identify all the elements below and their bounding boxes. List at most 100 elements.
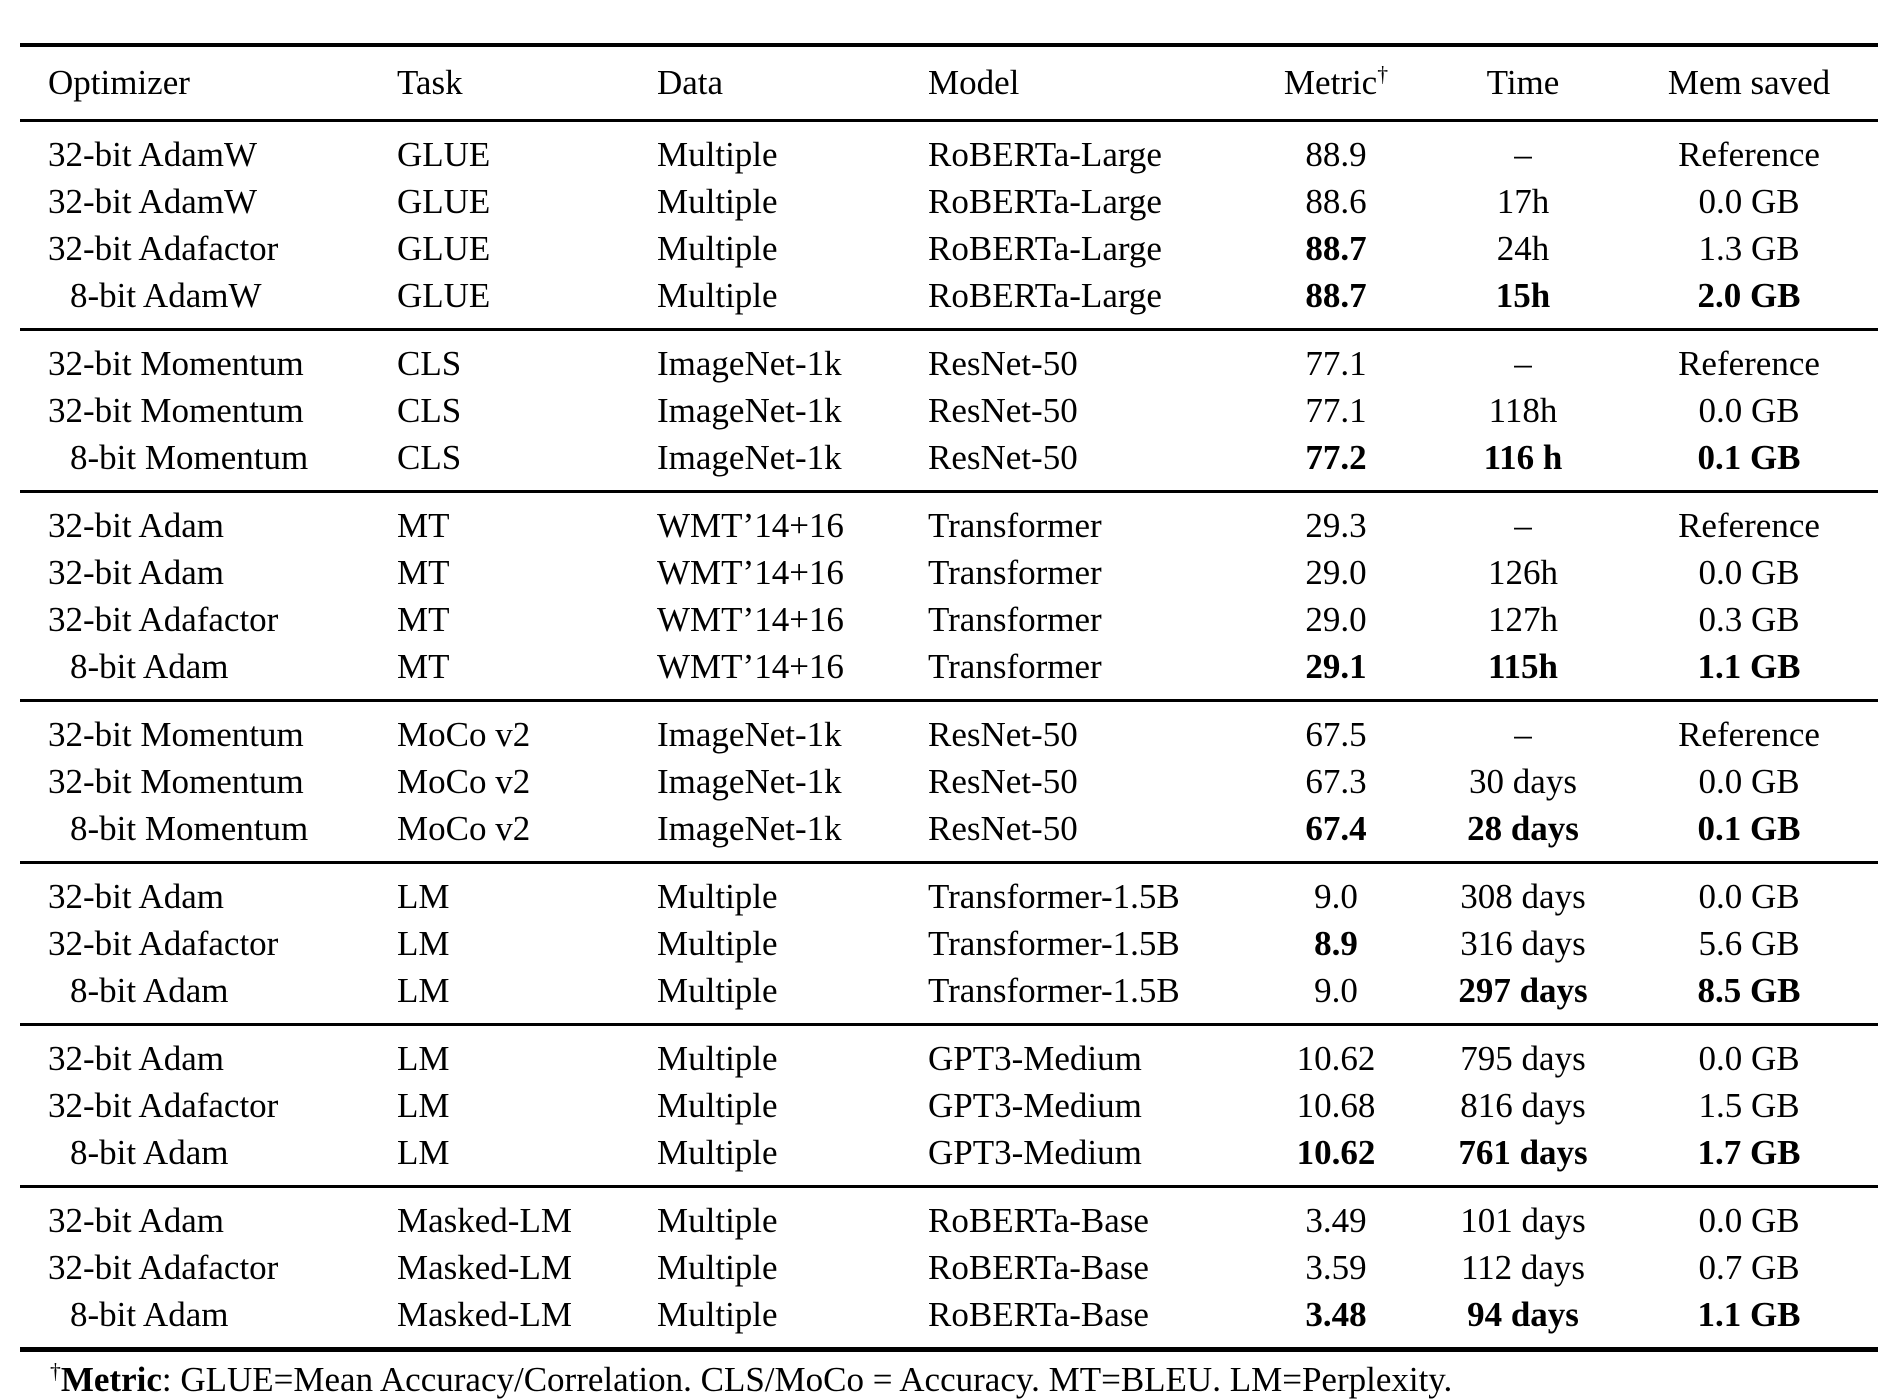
table-row: 8-bit Adam LM Multiple GPT3-Medium 10.62 761 … bbox=[20, 1129, 1878, 1187]
table-cell: Multiple bbox=[657, 1295, 778, 1334]
table-cell: Transformer-1.5B bbox=[928, 971, 1180, 1010]
table-row: 32-bit Adafactor Masked-LM Multiple RoBERTa… bbox=[20, 1244, 1878, 1291]
table-cell: GLUE bbox=[397, 276, 491, 315]
table-cell: ResNet-50 bbox=[928, 438, 1078, 477]
table-cell: RoBERTa-Large bbox=[928, 229, 1162, 268]
table-cell: Transformer bbox=[928, 600, 1102, 639]
table-cell: Multiple bbox=[657, 924, 778, 963]
table-row: 32-bit Adafactor MT WMT’14+16 Transformer 29… bbox=[20, 596, 1878, 643]
table-group: 32-bit Adam MT WMT’14+16 Transformer 29.3 – Re… bbox=[20, 491, 1878, 701]
table-cell: Reference bbox=[1678, 506, 1820, 545]
table-cell: MT bbox=[397, 647, 450, 686]
table-cell: LM bbox=[397, 971, 450, 1010]
table-cell: 8.9 bbox=[1314, 924, 1358, 963]
table-group: 32-bit AdamW GLUE Multiple RoBERTa-Large 88.… bbox=[20, 120, 1878, 330]
table-cell: 0.0 GB bbox=[1698, 391, 1800, 430]
table-row: 32-bit Adam MT WMT’14+16 Transformer 29.0 126… bbox=[20, 549, 1878, 596]
table-cell: 127h bbox=[1488, 600, 1558, 639]
table-cell: 32-bit Adam bbox=[48, 1039, 224, 1078]
table-cell: 761 days bbox=[1458, 1133, 1588, 1172]
table-cell: ResNet-50 bbox=[928, 715, 1078, 754]
table-cell: Transformer-1.5B bbox=[928, 877, 1180, 916]
table-cell: 8-bit Momentum bbox=[70, 809, 309, 848]
table-cell: 32-bit Adafactor bbox=[48, 924, 279, 963]
table-cell: 32-bit Adam bbox=[48, 1201, 224, 1240]
table-cell: LM bbox=[397, 1133, 450, 1172]
table-cell: 8-bit Adam bbox=[70, 1133, 229, 1172]
footnote-text: : GLUE=Mean Accuracy/Correlation. CLS/Mo… bbox=[161, 1360, 1453, 1399]
table-row: 32-bit Momentum MoCo v2 ImageNet-1k ResNet-… bbox=[20, 758, 1878, 805]
table-cell: 32-bit Adafactor bbox=[48, 1086, 279, 1125]
table-cell: RoBERTa-Large bbox=[928, 135, 1162, 174]
table-cell: WMT’14+16 bbox=[657, 647, 844, 686]
dagger-icon: † bbox=[1377, 62, 1389, 87]
table-cell: 32-bit Adafactor bbox=[48, 229, 279, 268]
table-row: 8-bit AdamW GLUE Multiple RoBERTa-Large 88.7… bbox=[20, 272, 1878, 330]
table-cell: ResNet-50 bbox=[928, 809, 1078, 848]
table-cell: Multiple bbox=[657, 276, 778, 315]
table-cell: ResNet-50 bbox=[928, 762, 1078, 801]
table-cell: 29.0 bbox=[1305, 553, 1367, 592]
table-row: 32-bit Adam LM Multiple Transformer-1.5B 9.0… bbox=[20, 863, 1878, 921]
table-cell: ImageNet-1k bbox=[657, 344, 842, 383]
col-header-time-label: Time bbox=[1486, 63, 1560, 102]
table-cell: GLUE bbox=[397, 135, 491, 174]
table-cell: 29.0 bbox=[1305, 600, 1367, 639]
table-row: 8-bit Momentum MoCo v2 ImageNet-1k ResNet-5… bbox=[20, 805, 1878, 863]
table-cell: 32-bit Momentum bbox=[48, 344, 304, 383]
table-cell: 3.59 bbox=[1305, 1248, 1367, 1287]
col-header-time: Time bbox=[1426, 45, 1620, 122]
table-cell: GLUE bbox=[397, 229, 491, 268]
table-cell: 0.0 GB bbox=[1698, 1039, 1800, 1078]
table-header: Optimizer Task Data Model Metric† Time M… bbox=[20, 45, 1878, 122]
table-row: 32-bit Adafactor GLUE Multiple RoBERTa-Larg… bbox=[20, 225, 1878, 272]
table-cell: 8.5 GB bbox=[1697, 971, 1801, 1010]
table-cell: – bbox=[1514, 135, 1532, 174]
table-cell: Multiple bbox=[657, 1133, 778, 1172]
table-cell: 9.0 bbox=[1314, 877, 1358, 916]
table-cell: 32-bit AdamW bbox=[48, 135, 257, 174]
table-cell: Transformer bbox=[928, 647, 1102, 686]
table-cell: ImageNet-1k bbox=[657, 391, 842, 430]
table-row: 8-bit Adam MT WMT’14+16 Transformer 29.1 115h… bbox=[20, 643, 1878, 701]
col-header-data-label: Data bbox=[657, 63, 724, 102]
table-cell: 816 days bbox=[1460, 1086, 1586, 1125]
table-cell: Multiple bbox=[657, 1248, 778, 1287]
col-header-model: Model bbox=[921, 45, 1246, 122]
table-cell: 8-bit Momentum bbox=[70, 438, 309, 477]
table-cell: 5.6 GB bbox=[1698, 924, 1800, 963]
table-cell: MT bbox=[397, 553, 450, 592]
table-cell: 795 days bbox=[1460, 1039, 1586, 1078]
table-cell: Multiple bbox=[657, 1201, 778, 1240]
table-cell: 0.0 GB bbox=[1698, 182, 1800, 221]
table-row: 32-bit Momentum CLS ImageNet-1k ResNet-50 77… bbox=[20, 387, 1878, 434]
col-header-optimizer: Optimizer bbox=[20, 45, 390, 122]
table-cell: – bbox=[1514, 344, 1532, 383]
table-cell: RoBERTa-Large bbox=[928, 276, 1162, 315]
table-cell: RoBERTa-Large bbox=[928, 182, 1162, 221]
col-header-task-label: Task bbox=[397, 63, 463, 102]
table-cell: 29.1 bbox=[1305, 647, 1367, 686]
table-cell: 32-bit Adafactor bbox=[48, 600, 279, 639]
table-cell: 1.5 GB bbox=[1698, 1086, 1800, 1125]
table-row: 32-bit Adafactor LM Multiple GPT3-Medium 10.… bbox=[20, 1082, 1878, 1129]
table-cell: Reference bbox=[1678, 344, 1820, 383]
table-cell: 0.0 GB bbox=[1698, 553, 1800, 592]
table-cell: Multiple bbox=[657, 971, 778, 1010]
paper-table-figure: Optimizer Task Data Model Metric† Time M… bbox=[20, 43, 1878, 1400]
table-cell: ResNet-50 bbox=[928, 344, 1078, 383]
table-cell: 29.3 bbox=[1305, 506, 1367, 545]
table-cell: 88.7 bbox=[1305, 229, 1367, 268]
table-row: 32-bit Adam Masked-LM Multiple RoBERTa-Base… bbox=[20, 1187, 1878, 1245]
col-header-data: Data bbox=[650, 45, 921, 122]
table-cell: MoCo v2 bbox=[397, 762, 531, 801]
table-cell: 32-bit Momentum bbox=[48, 715, 304, 754]
table-cell: LM bbox=[397, 1039, 450, 1078]
table-cell: MoCo v2 bbox=[397, 715, 531, 754]
col-header-optimizer-label: Optimizer bbox=[48, 63, 190, 102]
table-cell: 15h bbox=[1495, 276, 1551, 315]
table-cell: 32-bit Momentum bbox=[48, 762, 304, 801]
table-cell: CLS bbox=[397, 438, 462, 477]
results-table: Optimizer Task Data Model Metric† Time M… bbox=[20, 43, 1878, 1352]
table-cell: 308 days bbox=[1460, 877, 1586, 916]
